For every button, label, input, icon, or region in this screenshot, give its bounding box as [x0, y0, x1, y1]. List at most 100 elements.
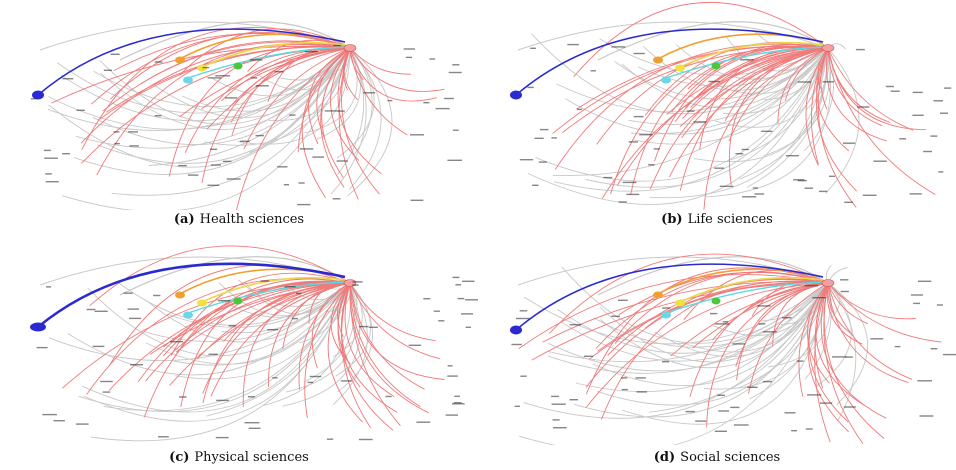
node-label-mark — [128, 131, 138, 133]
node-label-mark — [187, 174, 199, 176]
red-edge — [814, 282, 831, 443]
node-label-mark — [359, 438, 373, 441]
node-label-mark — [551, 395, 559, 398]
red-edge — [175, 282, 351, 353]
node-label-mark — [452, 129, 459, 131]
node-label-mark — [717, 394, 725, 396]
red-edge — [206, 47, 351, 130]
red-edge — [728, 47, 829, 142]
node-label-mark — [403, 48, 415, 50]
node-label-mark — [714, 323, 730, 325]
red-edge — [90, 33, 351, 105]
red-edge — [585, 282, 829, 408]
hub-node — [821, 44, 835, 52]
node-label-mark — [208, 353, 218, 355]
node-label-mark — [226, 178, 241, 180]
gray-edge — [67, 282, 351, 376]
blue-edge — [515, 263, 824, 331]
caption-physical-sciences: (c) Physical sciences — [0, 450, 478, 465]
red-edge — [815, 282, 864, 406]
node-label-mark — [685, 410, 695, 413]
red-edge — [349, 282, 441, 360]
node-label-mark — [429, 58, 436, 60]
node-label-mark — [530, 47, 536, 49]
node-label-mark — [42, 413, 57, 416]
red-edge — [712, 282, 829, 341]
red-edge — [777, 47, 829, 124]
node-label-mark — [804, 187, 813, 189]
red-edge — [301, 47, 351, 198]
node-label-mark — [368, 326, 378, 328]
node-label-mark — [551, 403, 566, 405]
node-label-mark — [248, 427, 261, 429]
gray-edge — [203, 47, 351, 146]
node-label-mark — [930, 348, 938, 350]
node-label-mark — [527, 86, 534, 89]
node-label-mark — [617, 299, 628, 301]
gray-edge — [648, 282, 829, 413]
red-edge — [681, 47, 829, 139]
node-label-mark — [762, 380, 773, 383]
gray-edge — [599, 282, 829, 363]
node-label-mark — [46, 286, 52, 288]
node-label-mark — [30, 98, 37, 100]
node-label-mark — [917, 380, 932, 382]
node-label-mark — [447, 375, 458, 377]
red-edges — [51, 27, 445, 210]
node-label-mark — [447, 159, 462, 161]
red-edge — [573, 1, 829, 78]
node-label-mark — [284, 286, 296, 288]
node-label-mark — [307, 381, 313, 384]
red-edge — [616, 47, 829, 186]
node-label-mark — [742, 196, 757, 198]
node-label-mark — [45, 181, 59, 183]
node-label-mark — [179, 396, 187, 398]
gray-edge — [621, 47, 829, 109]
red-edge — [823, 282, 885, 439]
node-label-mark — [352, 281, 363, 283]
node-label-mark — [870, 338, 884, 340]
node-label-mark — [324, 110, 339, 112]
node-label-mark — [222, 160, 232, 163]
node-label-mark — [465, 326, 471, 328]
node-label-mark — [532, 184, 539, 186]
red-edge — [243, 47, 351, 150]
gray-edge — [103, 282, 351, 412]
red-edge — [585, 267, 829, 395]
node-label-mark — [648, 164, 655, 166]
cyan-edge — [187, 46, 346, 79]
node-label-mark — [297, 203, 311, 206]
node-label-mark — [448, 71, 462, 74]
node-label-mark — [653, 148, 660, 150]
node-label-mark — [843, 142, 856, 144]
node-label-mark — [416, 421, 431, 423]
gray-edge — [556, 47, 829, 113]
node-label-mark — [551, 137, 557, 139]
red-edge — [600, 280, 829, 420]
red-edge — [341, 47, 380, 195]
red-edge — [589, 282, 829, 360]
red-edge — [80, 44, 351, 144]
node-label-mark — [538, 161, 547, 163]
network-graph-health-sciences — [30, 21, 462, 210]
node-label-mark — [519, 159, 534, 161]
node-label-mark — [228, 325, 237, 327]
node-label-mark — [747, 386, 758, 388]
gray-edge — [560, 282, 829, 362]
gray-edge — [597, 282, 829, 406]
nodes — [30, 276, 478, 441]
node-label-mark — [423, 298, 431, 300]
red-edge — [827, 47, 883, 127]
node-label-mark — [784, 412, 796, 414]
node-label-mark — [930, 135, 938, 137]
red-edge — [807, 282, 850, 433]
node-label-mark — [611, 315, 620, 317]
node-label-mark — [590, 70, 596, 72]
gray-edge — [119, 21, 351, 61]
gray-edge — [575, 282, 829, 393]
green-node — [711, 62, 721, 70]
node-label-mark — [899, 138, 907, 140]
gray-edge — [154, 47, 351, 118]
node-label-mark — [822, 81, 834, 83]
red-edge — [223, 282, 351, 342]
